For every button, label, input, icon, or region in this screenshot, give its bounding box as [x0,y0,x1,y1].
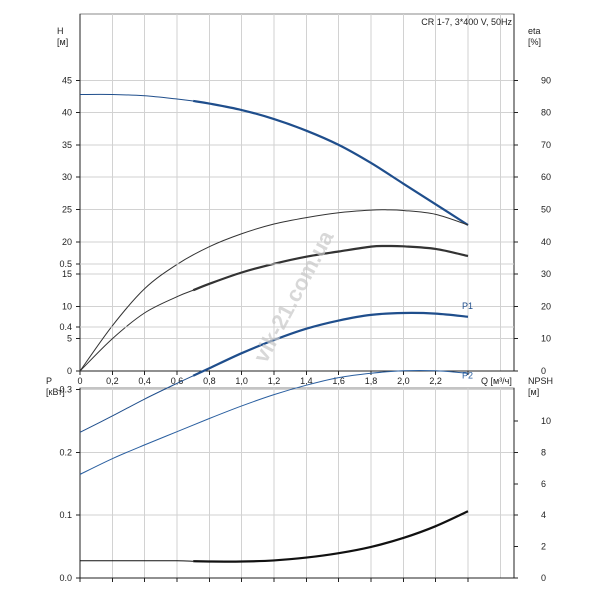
y-right-tick-label: 0 [541,573,546,583]
y-left-tick-label: 40 [62,108,72,118]
x-tick-label: 0,6 [171,376,184,386]
y-right-axis-label: [м] [528,387,539,397]
y-right-tick-label: 4 [541,510,546,520]
y-left-tick-label: 0 [67,366,72,376]
y-left-tick-label: 35 [62,140,72,150]
y-left-tick-label: 45 [62,75,72,85]
series-line-thin [79,375,194,433]
series-line [193,510,469,563]
y-right-tick-label: 40 [541,237,551,247]
y-left-tick-label: 0.4 [59,322,72,332]
watermark-text: vik-21.com.ua [248,226,339,367]
y-left-tick-label: 0.5 [59,259,72,269]
x-tick-label: 0,2 [106,376,119,386]
series-label: P2 [462,370,473,380]
series-line [79,369,469,475]
series-line [192,311,469,377]
x-tick-label: 0,4 [138,376,151,386]
series-line [192,244,469,292]
y-right-tick-label: 50 [541,205,551,215]
y-right-tick-label: 90 [541,75,551,85]
y-left-axis-label: P [46,376,52,386]
x-tick-label: 1,6 [332,376,345,386]
y-left-tick-label: 0.2 [59,447,72,457]
chart-title: CR 1-7, 3*400 V, 50Hz [421,17,512,27]
y-right-tick-label: 10 [541,416,551,426]
y-left-tick-label: 5 [67,334,72,344]
y-right-tick-label: 2 [541,542,546,552]
y-left-tick-label: 25 [62,205,72,215]
y-right-tick-label: 20 [541,301,551,311]
x-tick-label: 0,8 [203,376,216,386]
y-left-tick-label: 0.1 [59,510,72,520]
x-tick-label: 2,2 [429,376,442,386]
series-line-thin [79,289,194,372]
y-right-tick-label: 60 [541,172,551,182]
y-right-axis-label: NPSH [528,376,553,386]
y-right-axis-label: [%] [528,37,541,47]
y-left-tick-label: 0.0 [59,573,72,583]
bottom-chart-panel: 0.0 0.1 0.2 0.3 0.4 0.5 0 2 4 6 8 10 P[кВт] NPSH[м] P1… [46,259,553,583]
x-tick-label: 1,0 [235,376,248,386]
x-tick-label: 2,0 [397,376,410,386]
series-line-thin [79,93,194,102]
x-tick-label: 1,8 [365,376,378,386]
y-left-tick-label: 15 [62,269,72,279]
y-right-tick-label: 80 [541,108,551,118]
y-left-tick-label: 10 [62,301,72,311]
y-right-tick-label: 6 [541,479,546,489]
y-right-tick-label: 8 [541,447,546,457]
y-left-tick-label: 0.3 [59,385,72,395]
series-line [192,99,469,226]
x-axis-label: Q [м³/ч] [481,376,512,386]
y-right-tick-label: 70 [541,140,551,150]
x-tick-label: 1,4 [300,376,313,386]
series-line [79,209,469,372]
x-tick-label: 1,2 [268,376,281,386]
y-right-tick-label: 10 [541,334,551,344]
y-right-tick-label: 0 [541,366,546,376]
x-tick-label: 0 [77,376,82,386]
series-label: P1 [462,301,473,311]
series-line-thin [80,560,194,562]
y-left-tick-label: 20 [62,237,72,247]
y-right-tick-label: 30 [541,269,551,279]
y-left-axis-label: [м] [57,37,68,47]
top-chart-panel: 0 5 10 15 20 25 30 35 40 45 0 10 20 30 40 50 60 70 80 90 0 0,… [57,13,551,386]
y-left-axis-label: [кВт] [46,387,65,397]
y-right-axis-label: eta [528,26,541,36]
y-left-axis-label: H [57,26,64,36]
y-left-tick-label: 30 [62,172,72,182]
